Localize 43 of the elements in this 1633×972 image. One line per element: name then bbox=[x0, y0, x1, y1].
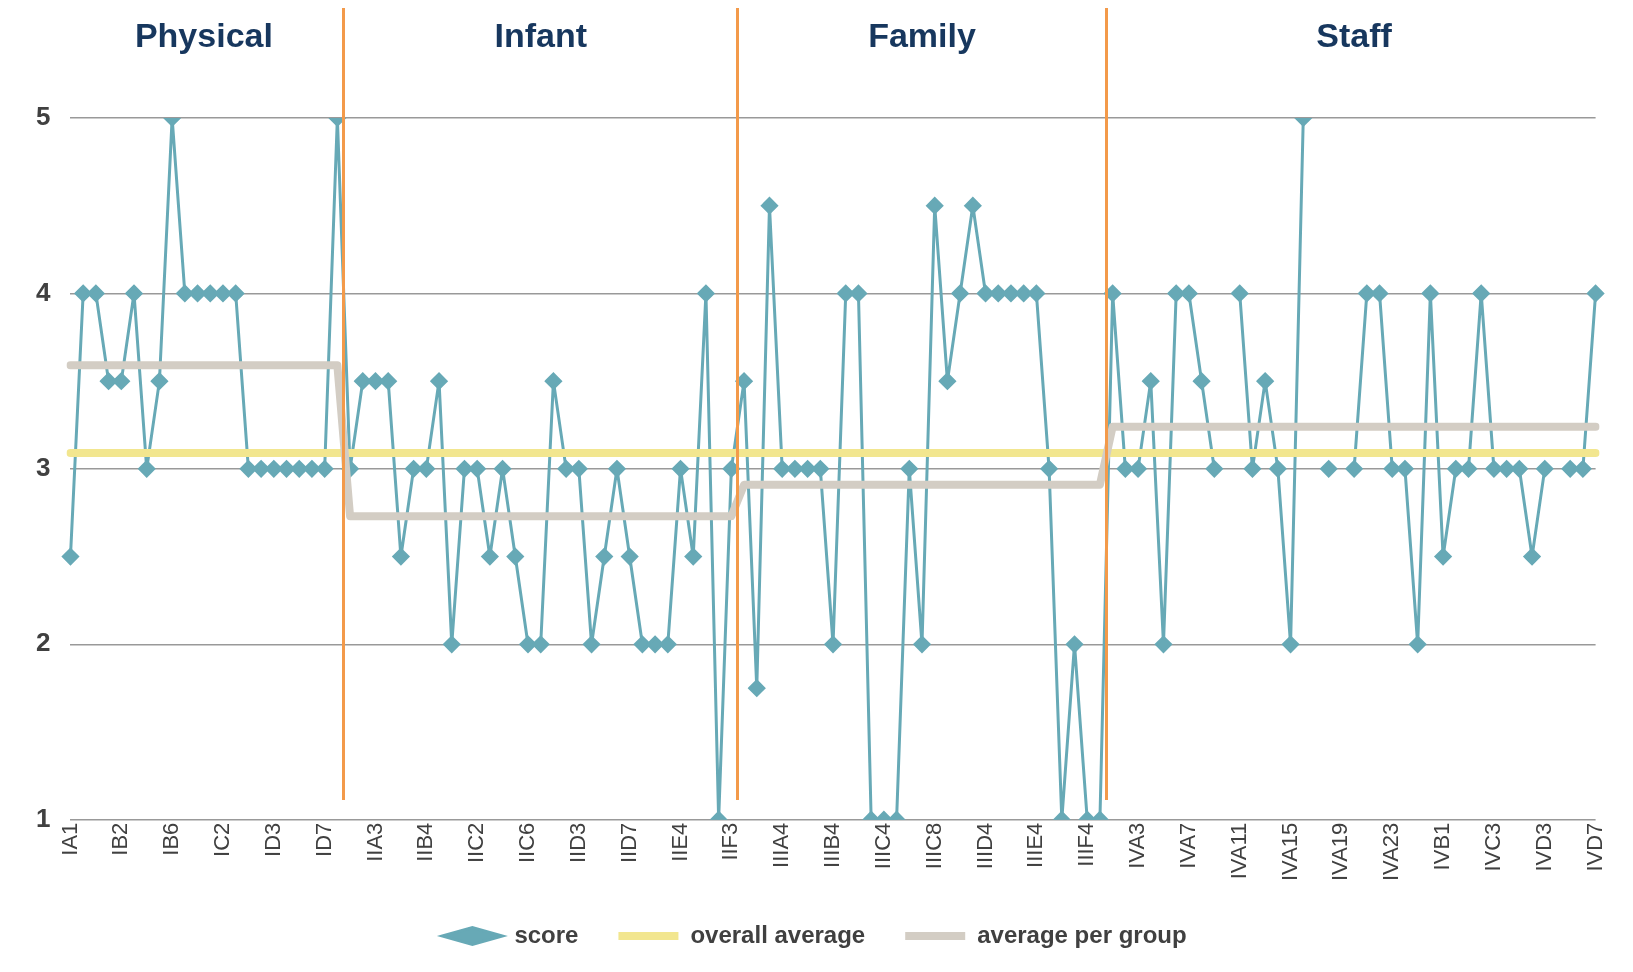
text: Physical bbox=[134, 16, 273, 55]
x-tick-label: IVB1 bbox=[1429, 822, 1455, 871]
x-tick-label: IVC3 bbox=[1479, 822, 1505, 872]
x-tick-label: IVA11 bbox=[1225, 822, 1251, 880]
text: Staff bbox=[1316, 16, 1393, 55]
legend-label: score bbox=[514, 920, 579, 948]
x-tick-label: ID7 bbox=[310, 822, 336, 857]
y-tick-label: 5 bbox=[35, 101, 51, 132]
y-tick-label: 1 bbox=[35, 802, 51, 833]
x-tick-label: IVA15 bbox=[1276, 822, 1302, 882]
x-tick-label: IIIE4 bbox=[1022, 822, 1048, 868]
x-tick-label: IIC2 bbox=[463, 822, 489, 864]
legend-label: average per group bbox=[977, 920, 1187, 948]
x-tick-label: IA1 bbox=[56, 822, 82, 856]
x-tick-label: ID3 bbox=[259, 822, 285, 857]
x-tick-label: IVA23 bbox=[1378, 822, 1404, 882]
x-tick-label: IVA3 bbox=[1124, 822, 1150, 869]
x-tick-label: IIE4 bbox=[666, 822, 692, 862]
y-tick-label: 3 bbox=[35, 452, 51, 483]
text: Family bbox=[868, 16, 976, 55]
x-tick-label: IID7 bbox=[615, 822, 641, 864]
x-tick-label: IIIF4 bbox=[1073, 822, 1099, 867]
x-tick-label: IVA7 bbox=[1174, 822, 1200, 869]
x-tick-label: IVD3 bbox=[1530, 822, 1556, 872]
x-tick-label: IB2 bbox=[107, 822, 133, 856]
x-tick-label: IC2 bbox=[209, 822, 235, 857]
x-tick-label: IIB4 bbox=[412, 822, 438, 862]
x-tick-label: IIIC4 bbox=[869, 822, 895, 870]
x-tick-label: IIID4 bbox=[971, 822, 997, 870]
x-tick-label: IIIB4 bbox=[819, 822, 845, 868]
text: Infant bbox=[494, 16, 587, 55]
x-tick-label: IB6 bbox=[158, 822, 184, 856]
x-tick-label: IVA19 bbox=[1327, 822, 1353, 882]
x-tick-label: IVD7 bbox=[1581, 822, 1607, 872]
x-tick-label: IID3 bbox=[564, 822, 590, 864]
x-tick-label: IIA3 bbox=[361, 822, 387, 862]
x-tick-label: IIIC8 bbox=[920, 822, 946, 870]
y-tick-label: 2 bbox=[35, 627, 51, 658]
x-tick-label: IIC6 bbox=[514, 822, 540, 864]
legend-label: overall average bbox=[690, 920, 866, 948]
y-tick-label: 4 bbox=[35, 276, 51, 307]
x-tick-label: IIF3 bbox=[717, 822, 743, 861]
x-tick-label: IIIA4 bbox=[768, 822, 794, 868]
